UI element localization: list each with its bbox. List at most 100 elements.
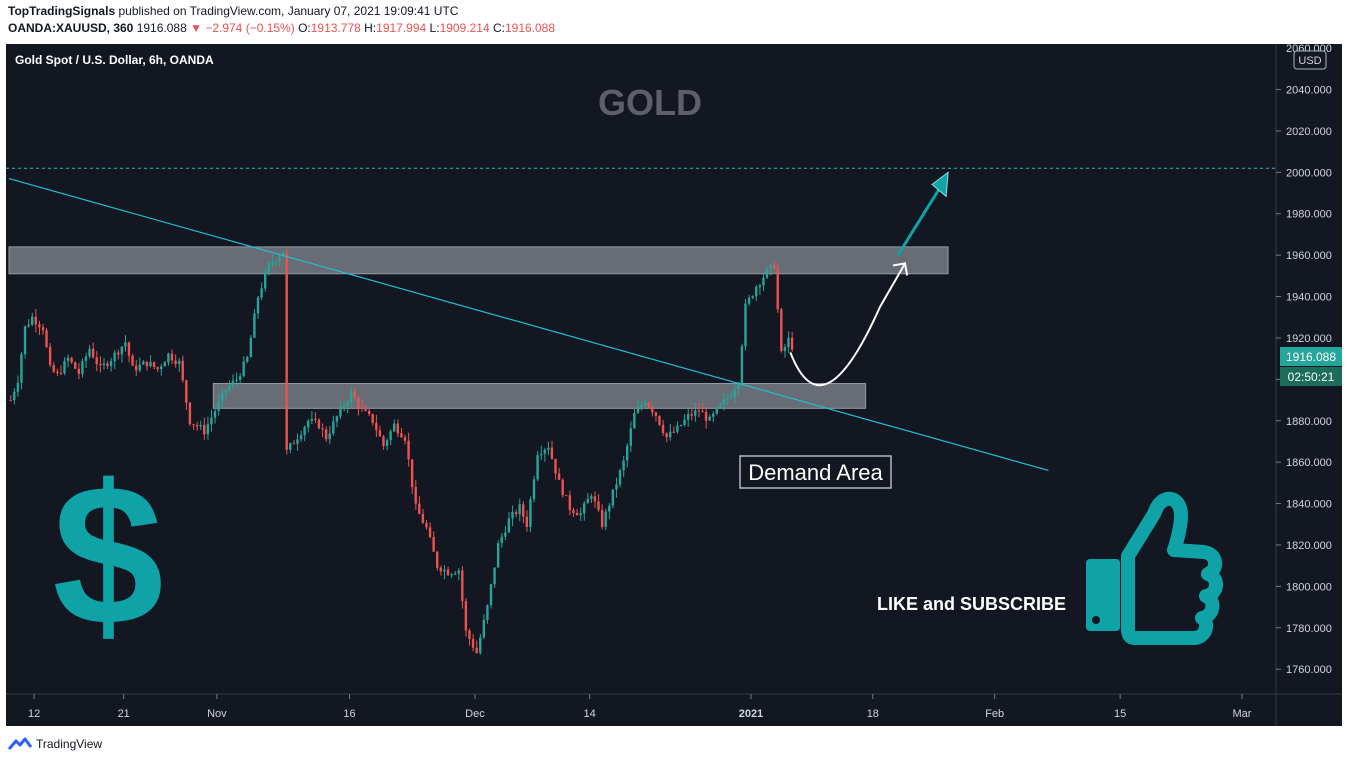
candle-body[interactable]	[618, 470, 622, 485]
candle-body[interactable]	[514, 512, 518, 515]
candle-body[interactable]	[274, 261, 278, 263]
candle-body[interactable]	[790, 337, 794, 350]
candle-body[interactable]	[629, 428, 632, 446]
candle-body[interactable]	[428, 527, 432, 538]
candle-body[interactable]	[475, 647, 478, 653]
candle-body[interactable]	[597, 501, 600, 511]
candle-body[interactable]	[88, 348, 91, 357]
candle-body[interactable]	[117, 352, 120, 355]
candle-body[interactable]	[669, 431, 672, 438]
candle-body[interactable]	[690, 414, 693, 416]
candle-body[interactable]	[45, 330, 48, 347]
candle-body[interactable]	[106, 363, 109, 367]
candle-body[interactable]	[375, 422, 378, 431]
candle-body[interactable]	[38, 324, 41, 328]
candle-body[interactable]	[787, 337, 790, 348]
candle-body[interactable]	[321, 428, 324, 430]
candle-body[interactable]	[615, 484, 618, 490]
candle-body[interactable]	[170, 353, 174, 361]
candle-body[interactable]	[600, 510, 604, 527]
candle-body[interactable]	[568, 495, 572, 510]
candle-body[interactable]	[249, 337, 253, 358]
candle-body[interactable]	[421, 514, 425, 524]
candlestick-chart[interactable]: 1760.000 1780.000 1800.000 1820.000 1840.000…	[6, 43, 1342, 726]
candle-body[interactable]	[522, 504, 525, 517]
candle-body[interactable]	[726, 398, 729, 400]
candle-body[interactable]	[393, 423, 396, 432]
candle-body[interactable]	[224, 390, 227, 393]
candle-body[interactable]	[56, 371, 59, 373]
candle-body[interactable]	[701, 411, 704, 413]
candle-body[interactable]	[328, 433, 331, 440]
candle-body[interactable]	[156, 366, 159, 370]
candle-body[interactable]	[572, 509, 575, 513]
candle-body[interactable]	[432, 537, 435, 552]
candle-body[interactable]	[102, 363, 106, 366]
candle-body[interactable]	[367, 410, 371, 415]
candle-body[interactable]	[550, 447, 554, 459]
candle-body[interactable]	[744, 303, 747, 347]
candle-body[interactable]	[719, 403, 722, 408]
candle-body[interactable]	[482, 619, 486, 638]
candle-body[interactable]	[733, 389, 736, 398]
candle-body[interactable]	[704, 412, 708, 421]
time-axis[interactable]: 12 21 Nov 16 Dec 14 2021 18 Feb 15 Mar	[28, 694, 1252, 720]
candle-body[interactable]	[586, 498, 589, 504]
candle-body[interactable]	[109, 361, 113, 367]
candle-body[interactable]	[350, 391, 353, 403]
candle-body[interactable]	[364, 408, 367, 411]
candle-body[interactable]	[52, 364, 55, 372]
candle-body[interactable]	[658, 415, 661, 425]
candle-body[interactable]	[385, 440, 389, 446]
candle-body[interactable]	[780, 309, 783, 352]
candle-body[interactable]	[210, 417, 213, 425]
candle-body[interactable]	[27, 324, 30, 327]
candle-body[interactable]	[152, 362, 156, 367]
candle-body[interactable]	[131, 355, 134, 366]
candle-body[interactable]	[177, 360, 181, 365]
candle-body[interactable]	[453, 573, 457, 575]
candle-body[interactable]	[91, 348, 95, 358]
candle-body[interactable]	[697, 410, 701, 412]
candle-body[interactable]	[63, 360, 66, 374]
candle-body[interactable]	[679, 425, 683, 427]
candle-body[interactable]	[292, 443, 296, 445]
candle-body[interactable]	[188, 402, 192, 425]
candle-body[interactable]	[565, 495, 568, 497]
candle-body[interactable]	[306, 420, 310, 428]
candle-body[interactable]	[665, 433, 668, 438]
candle-body[interactable]	[418, 503, 421, 515]
candle-body[interactable]	[378, 430, 382, 437]
candle-body[interactable]	[285, 252, 288, 450]
candle-body[interactable]	[436, 551, 439, 568]
candle-body[interactable]	[400, 433, 403, 438]
candle-body[interactable]	[450, 574, 453, 576]
candle-body[interactable]	[751, 296, 754, 298]
candle-body[interactable]	[654, 412, 658, 416]
candle-body[interactable]	[471, 639, 475, 648]
candle-body[interactable]	[124, 342, 127, 347]
candle-body[interactable]	[643, 402, 647, 406]
candle-body[interactable]	[31, 316, 34, 325]
candle-body[interactable]	[489, 584, 493, 606]
candle-body[interactable]	[504, 532, 507, 537]
candle-body[interactable]	[289, 443, 292, 450]
candle-body[interactable]	[317, 419, 321, 429]
candle-body[interactable]	[160, 366, 163, 370]
candle-body[interactable]	[554, 458, 557, 474]
candle-body[interactable]	[532, 479, 536, 500]
candle-body[interactable]	[235, 379, 238, 381]
candle-body[interactable]	[579, 513, 582, 516]
candle-body[interactable]	[335, 416, 339, 422]
candle-body[interactable]	[81, 361, 84, 374]
candle-body[interactable]	[740, 346, 744, 384]
candle-body[interactable]	[486, 605, 489, 620]
candle-body[interactable]	[765, 268, 769, 278]
candle-body[interactable]	[582, 503, 586, 514]
candle-body[interactable]	[134, 365, 138, 371]
candle-body[interactable]	[59, 372, 63, 374]
candle-body[interactable]	[464, 601, 468, 631]
candle-body[interactable]	[468, 630, 471, 640]
candle-body[interactable]	[16, 382, 20, 392]
candle-body[interactable]	[138, 364, 141, 371]
